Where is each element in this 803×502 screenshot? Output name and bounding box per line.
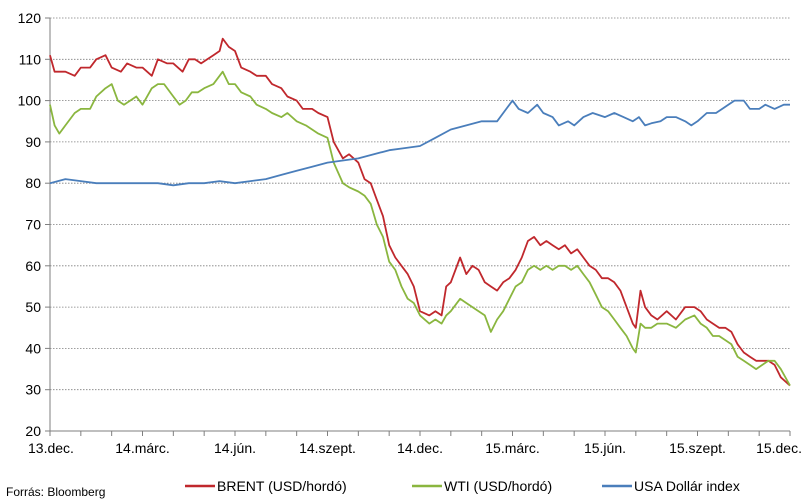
x-tick-label: 14.márc. bbox=[115, 440, 169, 456]
x-tick-label: 14.szept. bbox=[299, 440, 356, 456]
y-tick-label: 100 bbox=[18, 93, 42, 109]
y-tick-label: 20 bbox=[25, 423, 41, 439]
legend-label-2: USA Dollár index bbox=[634, 478, 740, 494]
x-tick-label: 15.márc. bbox=[485, 440, 539, 456]
y-tick-label: 60 bbox=[25, 258, 41, 274]
legend-label-0: BRENT (USD/hordó) bbox=[217, 478, 347, 494]
series-line-2 bbox=[49, 99, 790, 187]
series-line-1 bbox=[49, 70, 791, 387]
y-tick-label: 70 bbox=[25, 217, 41, 233]
legend: BRENT (USD/hordó) WTI (USD/hordó) USA Doll… bbox=[185, 478, 740, 494]
x-tick-label: 15.szept. bbox=[669, 440, 726, 456]
y-tick-label: 30 bbox=[25, 382, 41, 398]
y-tick-label: 110 bbox=[19, 51, 42, 67]
axes bbox=[45, 17, 791, 436]
series-line-0 bbox=[49, 37, 791, 387]
x-tick-label: 14.dec. bbox=[397, 440, 443, 456]
y-tick-label: 40 bbox=[25, 340, 41, 356]
x-tick-labels: 13.dec. 14.márc. 14.jún. 14.szept. 14.dec. 15… bbox=[28, 440, 802, 456]
x-tick-label: 15.jún. bbox=[584, 440, 626, 456]
y-tick-label: 80 bbox=[25, 175, 41, 191]
source-note: Forrás: Bloomberg bbox=[6, 485, 105, 499]
grid bbox=[50, 17, 790, 391]
legend-label-1: WTI (USD/hordó) bbox=[444, 478, 552, 494]
series-lines bbox=[49, 37, 791, 387]
y-tick-label: 50 bbox=[25, 299, 41, 315]
y-tick-label: 120 bbox=[18, 10, 42, 26]
y-tick-labels: 20 30 40 50 60 70 80 90 100 110 120 bbox=[18, 10, 42, 439]
x-tick-label: 14.jún. bbox=[214, 440, 256, 456]
x-tick-label: 13.dec. bbox=[28, 440, 74, 456]
x-tick-label: 15.dec. bbox=[756, 440, 802, 456]
y-tick-label: 90 bbox=[25, 134, 41, 150]
